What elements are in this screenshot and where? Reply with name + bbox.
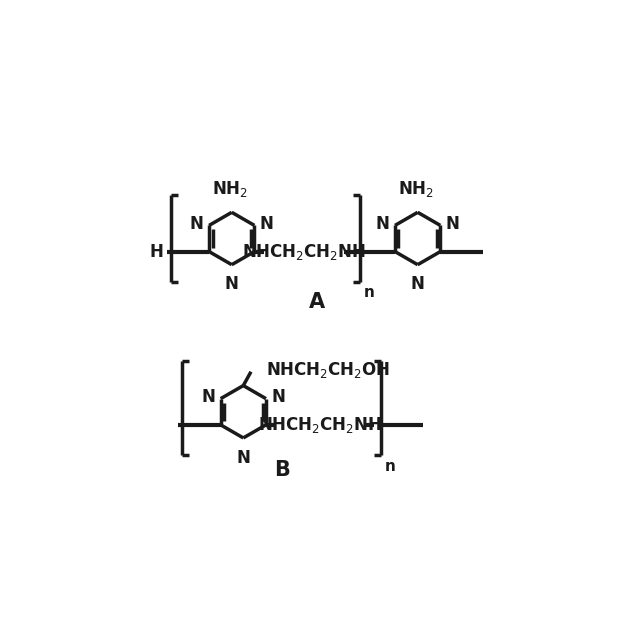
Text: NHCH$_2$CH$_2$OH: NHCH$_2$CH$_2$OH	[266, 360, 390, 380]
Text: N: N	[236, 449, 250, 467]
Text: N: N	[445, 215, 460, 233]
Text: N: N	[225, 275, 239, 294]
Text: N: N	[202, 388, 215, 406]
Text: n: n	[364, 285, 374, 300]
Text: NH$_2$: NH$_2$	[398, 179, 434, 199]
Text: NHCH$_2$CH$_2$NH: NHCH$_2$CH$_2$NH	[242, 241, 365, 262]
Text: N: N	[190, 215, 204, 233]
Text: NH$_2$: NH$_2$	[212, 179, 248, 199]
Text: N: N	[411, 275, 424, 294]
Text: N: N	[271, 388, 285, 406]
Text: A: A	[309, 292, 325, 312]
Text: NHCH$_2$CH$_2$NH: NHCH$_2$CH$_2$NH	[258, 415, 381, 435]
Text: N: N	[260, 215, 274, 233]
Text: n: n	[385, 459, 396, 474]
Text: N: N	[376, 215, 390, 233]
Text: H: H	[149, 243, 163, 260]
Text: B: B	[274, 460, 290, 480]
